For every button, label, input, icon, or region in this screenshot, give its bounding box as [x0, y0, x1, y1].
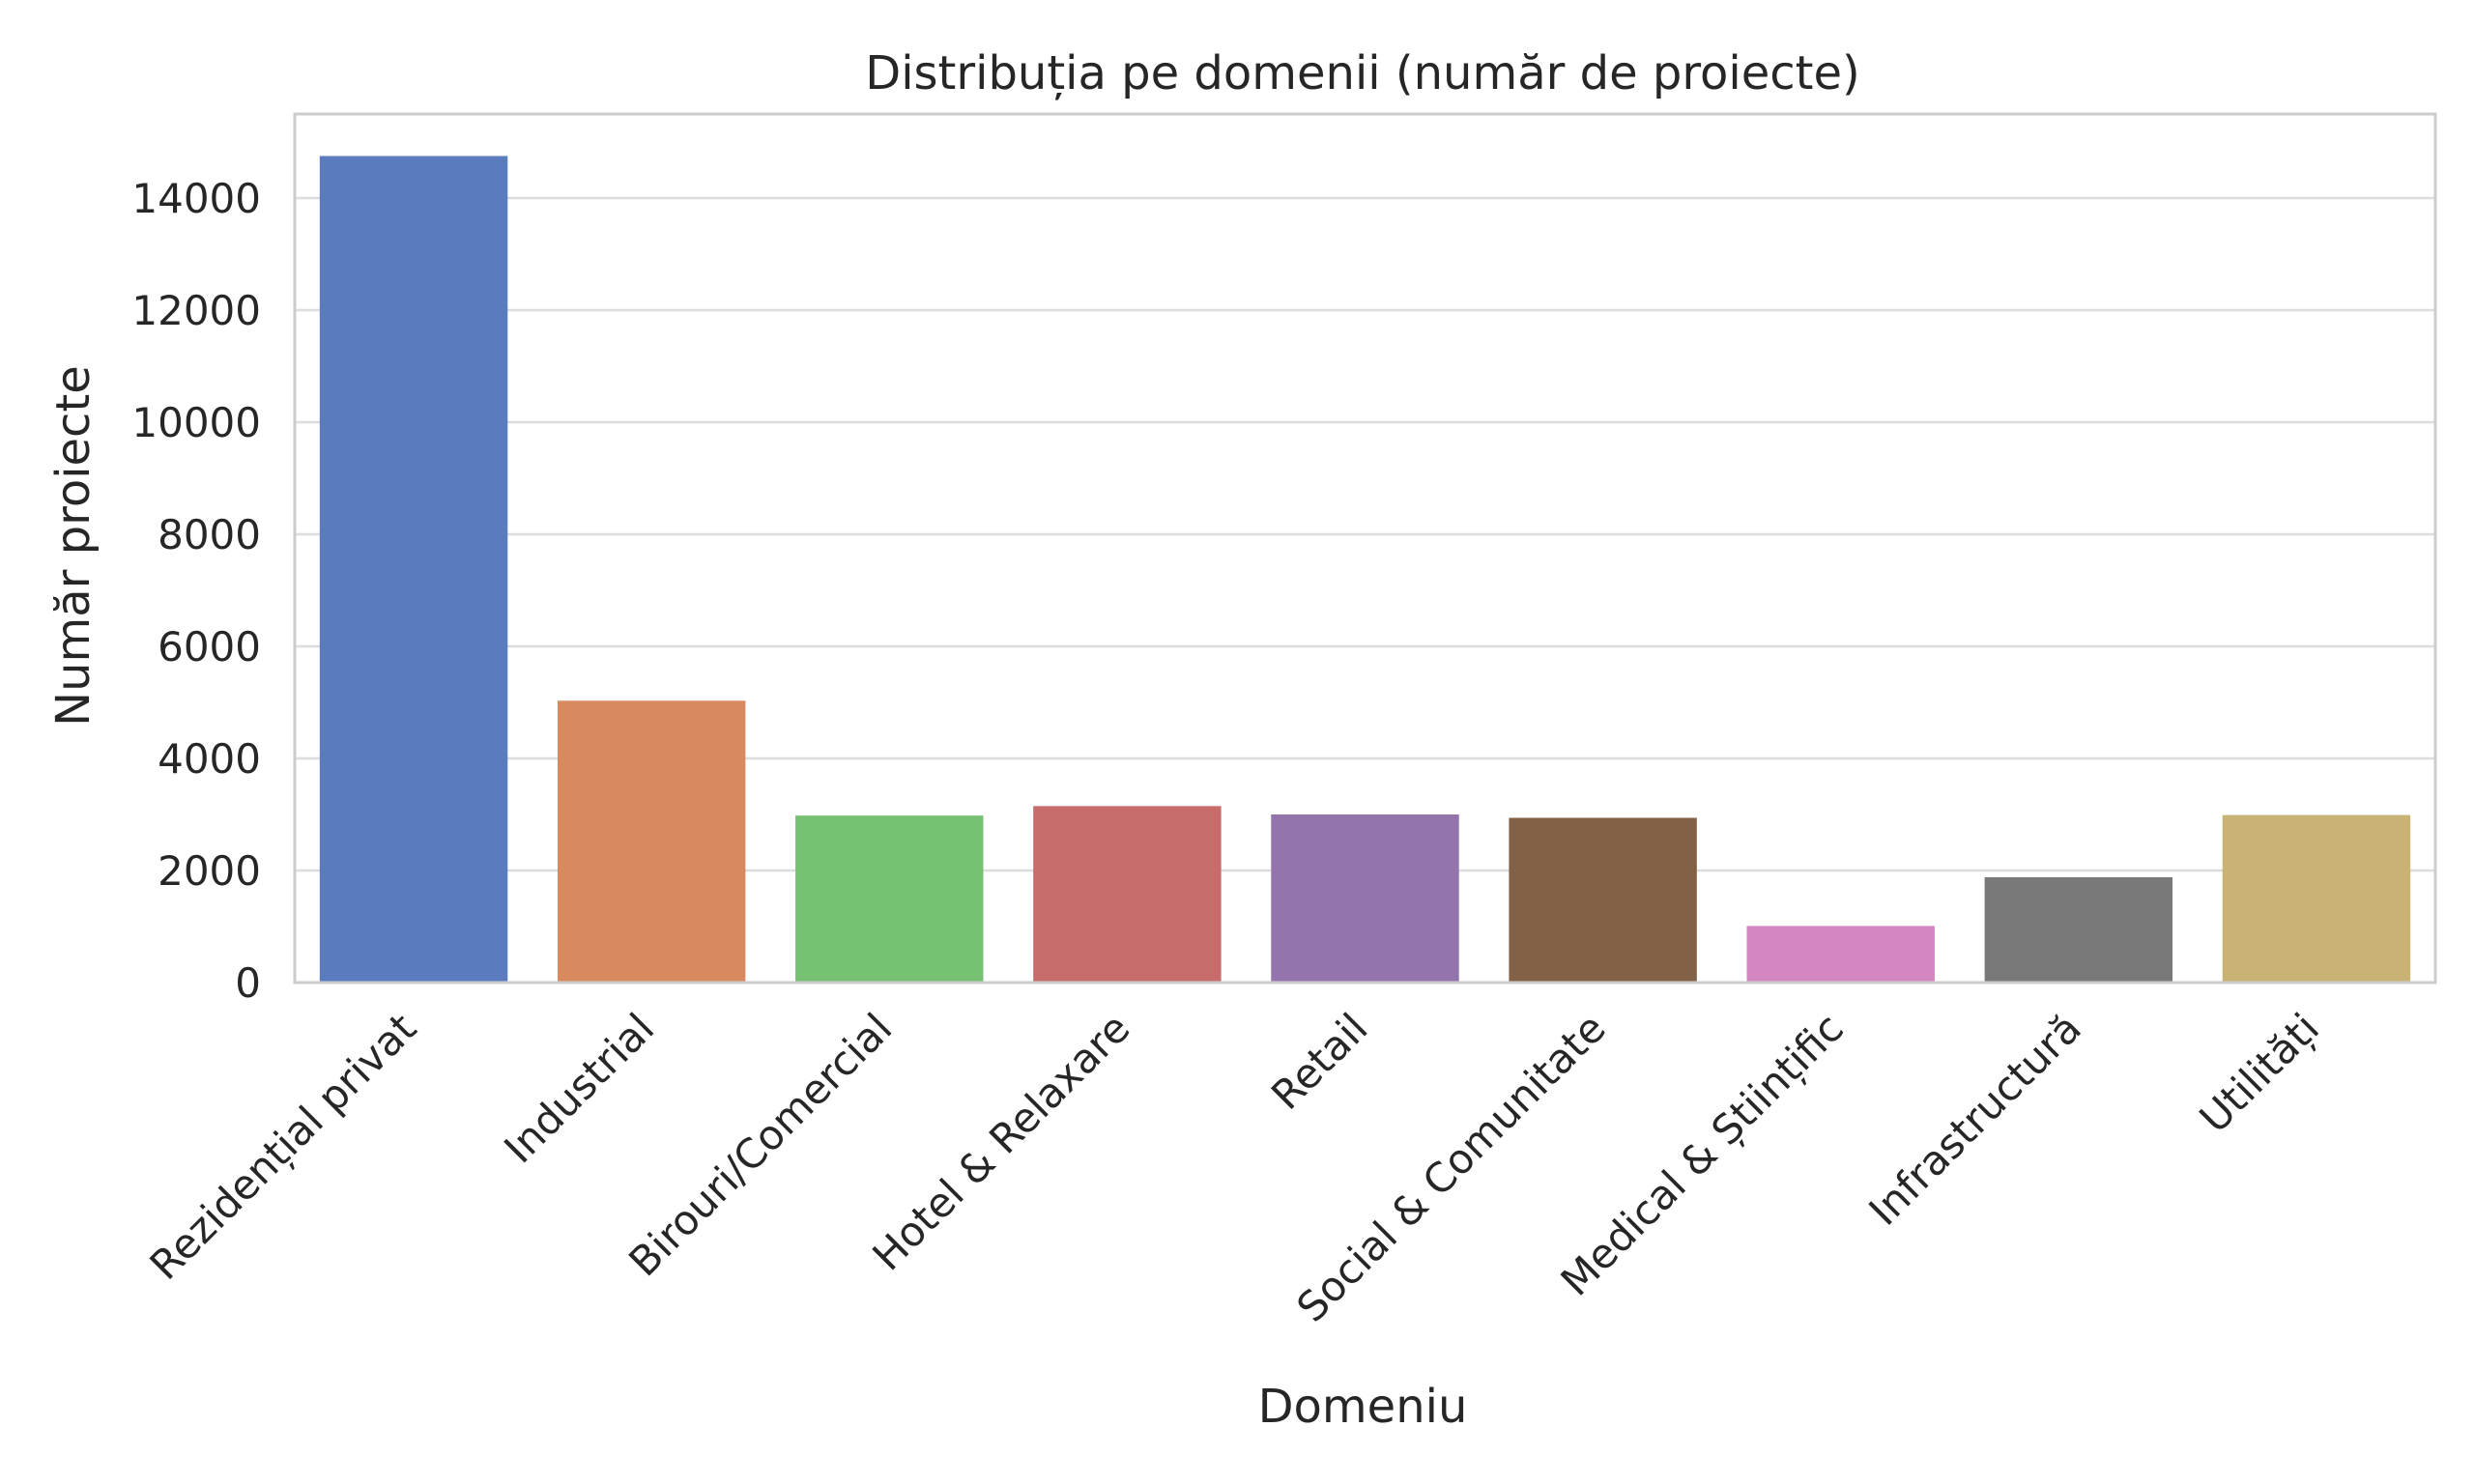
chart-title: Distribuția pe domenii (număr de proiect… — [865, 46, 1860, 100]
y-tick-label: 4000 — [158, 735, 261, 783]
x-tick-labels: Rezidențial privat IndustrialBirouri/Come… — [141, 1004, 2328, 1330]
bar — [1746, 926, 1935, 983]
plot-frame — [293, 112, 2437, 985]
bar — [319, 156, 508, 983]
bar — [1509, 817, 1697, 983]
x-tick-label: Industrial — [495, 1004, 663, 1172]
y-tick-label: 8000 — [158, 511, 261, 558]
x-tick-label: Rezidențial privat — [141, 1004, 426, 1289]
x-axis-label: Domeniu — [1258, 1380, 1468, 1434]
x-tick-label: Infrastructură — [1859, 1004, 2089, 1234]
y-tick-label: 6000 — [158, 623, 261, 671]
bar — [2222, 814, 2411, 983]
bar — [557, 700, 746, 983]
bar — [1271, 814, 1459, 983]
x-tick-label: Retail — [1262, 1004, 1377, 1119]
x-tick-label: Birouri/Comercial — [619, 1004, 901, 1285]
y-axis-label: Număr proiecte — [46, 365, 101, 727]
bar — [1033, 806, 1222, 983]
x-tick-label: Hotel & Relaxare — [863, 1004, 1138, 1279]
bar — [1984, 876, 2173, 983]
y-tick-label: 12000 — [131, 287, 261, 334]
y-tick-label: 0 — [235, 959, 261, 1007]
bars — [319, 156, 2411, 983]
y-tick-label: 2000 — [158, 847, 261, 895]
y-tick-label: 14000 — [131, 175, 261, 222]
y-tick-labels: 0 2000 4000 6000 8000 10000 12000 14000 — [131, 175, 261, 1007]
y-tick-label: 10000 — [131, 399, 261, 446]
x-tick-label: Utilități — [2190, 1004, 2328, 1142]
bar — [795, 815, 984, 983]
